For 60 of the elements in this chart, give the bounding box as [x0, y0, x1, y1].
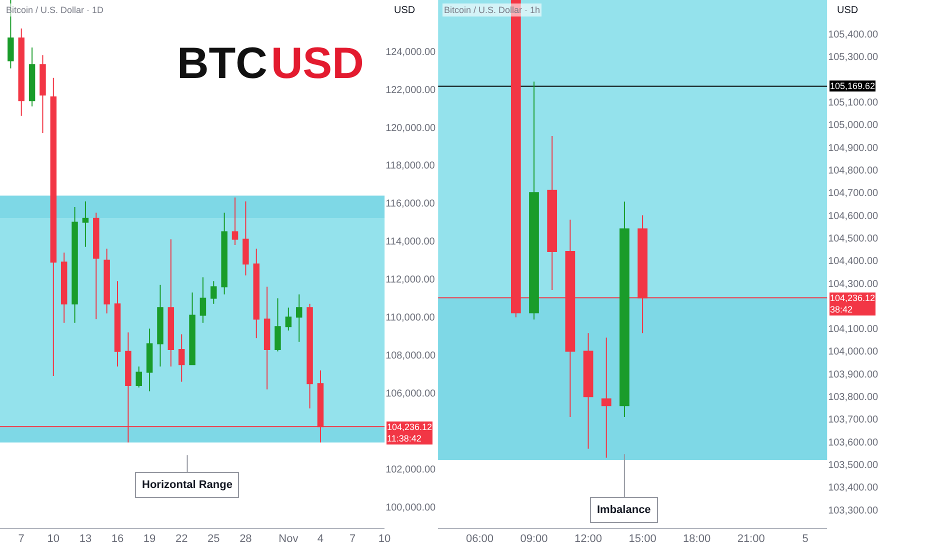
x-tick-label: 16 [111, 533, 124, 546]
x-tick-label: 7 [18, 533, 24, 546]
y-tick-label: 100,000.00 [386, 502, 436, 514]
x-tick-label: 7 [349, 533, 356, 546]
y-tick-label: 103,500.00 [828, 460, 879, 472]
y-tick-label: 114,000.00 [386, 236, 436, 248]
y-tick-label: 104,700.00 [828, 188, 879, 200]
x-tick-label: 4 [317, 533, 324, 546]
y-tick-label: 103,300.00 [828, 505, 879, 516]
y-tick-label: 118,000.00 [386, 160, 436, 172]
y-tick-label: 105,000.00 [828, 120, 879, 132]
ref-line-label: 104,236.12 38:42 [830, 293, 876, 315]
y-tick-label: 124,000.00 [386, 46, 436, 58]
y-axis-title: USD [837, 5, 858, 16]
x-tick-label: 5 [802, 533, 808, 546]
y-tick-label: 108,000.00 [386, 350, 436, 362]
x-tick-label: 10 [47, 533, 60, 546]
y-tick-label: 116,000.00 [386, 198, 436, 210]
y-tick-label: 103,800.00 [828, 392, 879, 404]
annotation: BTC [177, 39, 268, 88]
x-tick-label: 12:00 [574, 533, 602, 546]
y-tick-label: 104,600.00 [828, 210, 879, 222]
x-tick-label: 15:00 [628, 533, 656, 546]
x-tick-label: 21:00 [737, 533, 765, 546]
x-tick-label: 06:00 [466, 533, 494, 546]
y-tick-label: 104,800.00 [828, 165, 879, 176]
y-tick-label: 105,100.00 [828, 97, 879, 108]
x-tick-label: 28 [240, 533, 252, 546]
y-tick-label: 105,300.00 [828, 52, 879, 64]
y-tick-label: 122,000.00 [386, 84, 436, 96]
text: USD [394, 5, 416, 16]
y-tick-label: 120,000.00 [386, 122, 436, 134]
y-tick-label: 103,400.00 [828, 482, 879, 494]
y-tick-label: 104,400.00 [828, 256, 879, 268]
y-tick-label: 112,000.00 [386, 274, 436, 286]
x-tick-label: 25 [208, 533, 220, 546]
y-tick-label: 102,000.00 [386, 464, 436, 476]
y-tick-label: 103,700.00 [828, 414, 879, 426]
x-tick-label: 13 [79, 533, 92, 546]
y-tick-label: 106,000.00 [386, 388, 436, 400]
x-tick-label: 22 [175, 533, 188, 546]
y-tick-label: 103,600.00 [828, 437, 879, 448]
x-tick-label: 10 [378, 533, 391, 546]
x-tick-label: Nov [278, 533, 299, 546]
y-tick-label: 110,000.00 [386, 312, 436, 324]
y-tick-label: 104,500.00 [828, 233, 879, 244]
ref-line-label: 105,169.62 [830, 81, 876, 91]
y-tick-label: 104,900.00 [828, 142, 879, 154]
y-tick-label: 105,400.00 [828, 29, 879, 40]
y-tick-label: 104,000.00 [828, 346, 879, 358]
y-tick-label: 104,300.00 [828, 278, 879, 290]
y-axis-title: USD [271, 39, 364, 88]
annotation: Horizontal Range [142, 479, 232, 491]
ref-line-label: 104,236.12 11:38:42 [387, 422, 432, 444]
annotation: Imbalance [597, 504, 651, 516]
x-tick-label: 19 [143, 533, 156, 546]
y-tick-label: 104,100.00 [828, 324, 879, 336]
x-tick-label: 09:00 [520, 533, 548, 546]
x-tick-label: 18:00 [683, 533, 711, 546]
y-tick-label: 103,900.00 [828, 369, 879, 380]
